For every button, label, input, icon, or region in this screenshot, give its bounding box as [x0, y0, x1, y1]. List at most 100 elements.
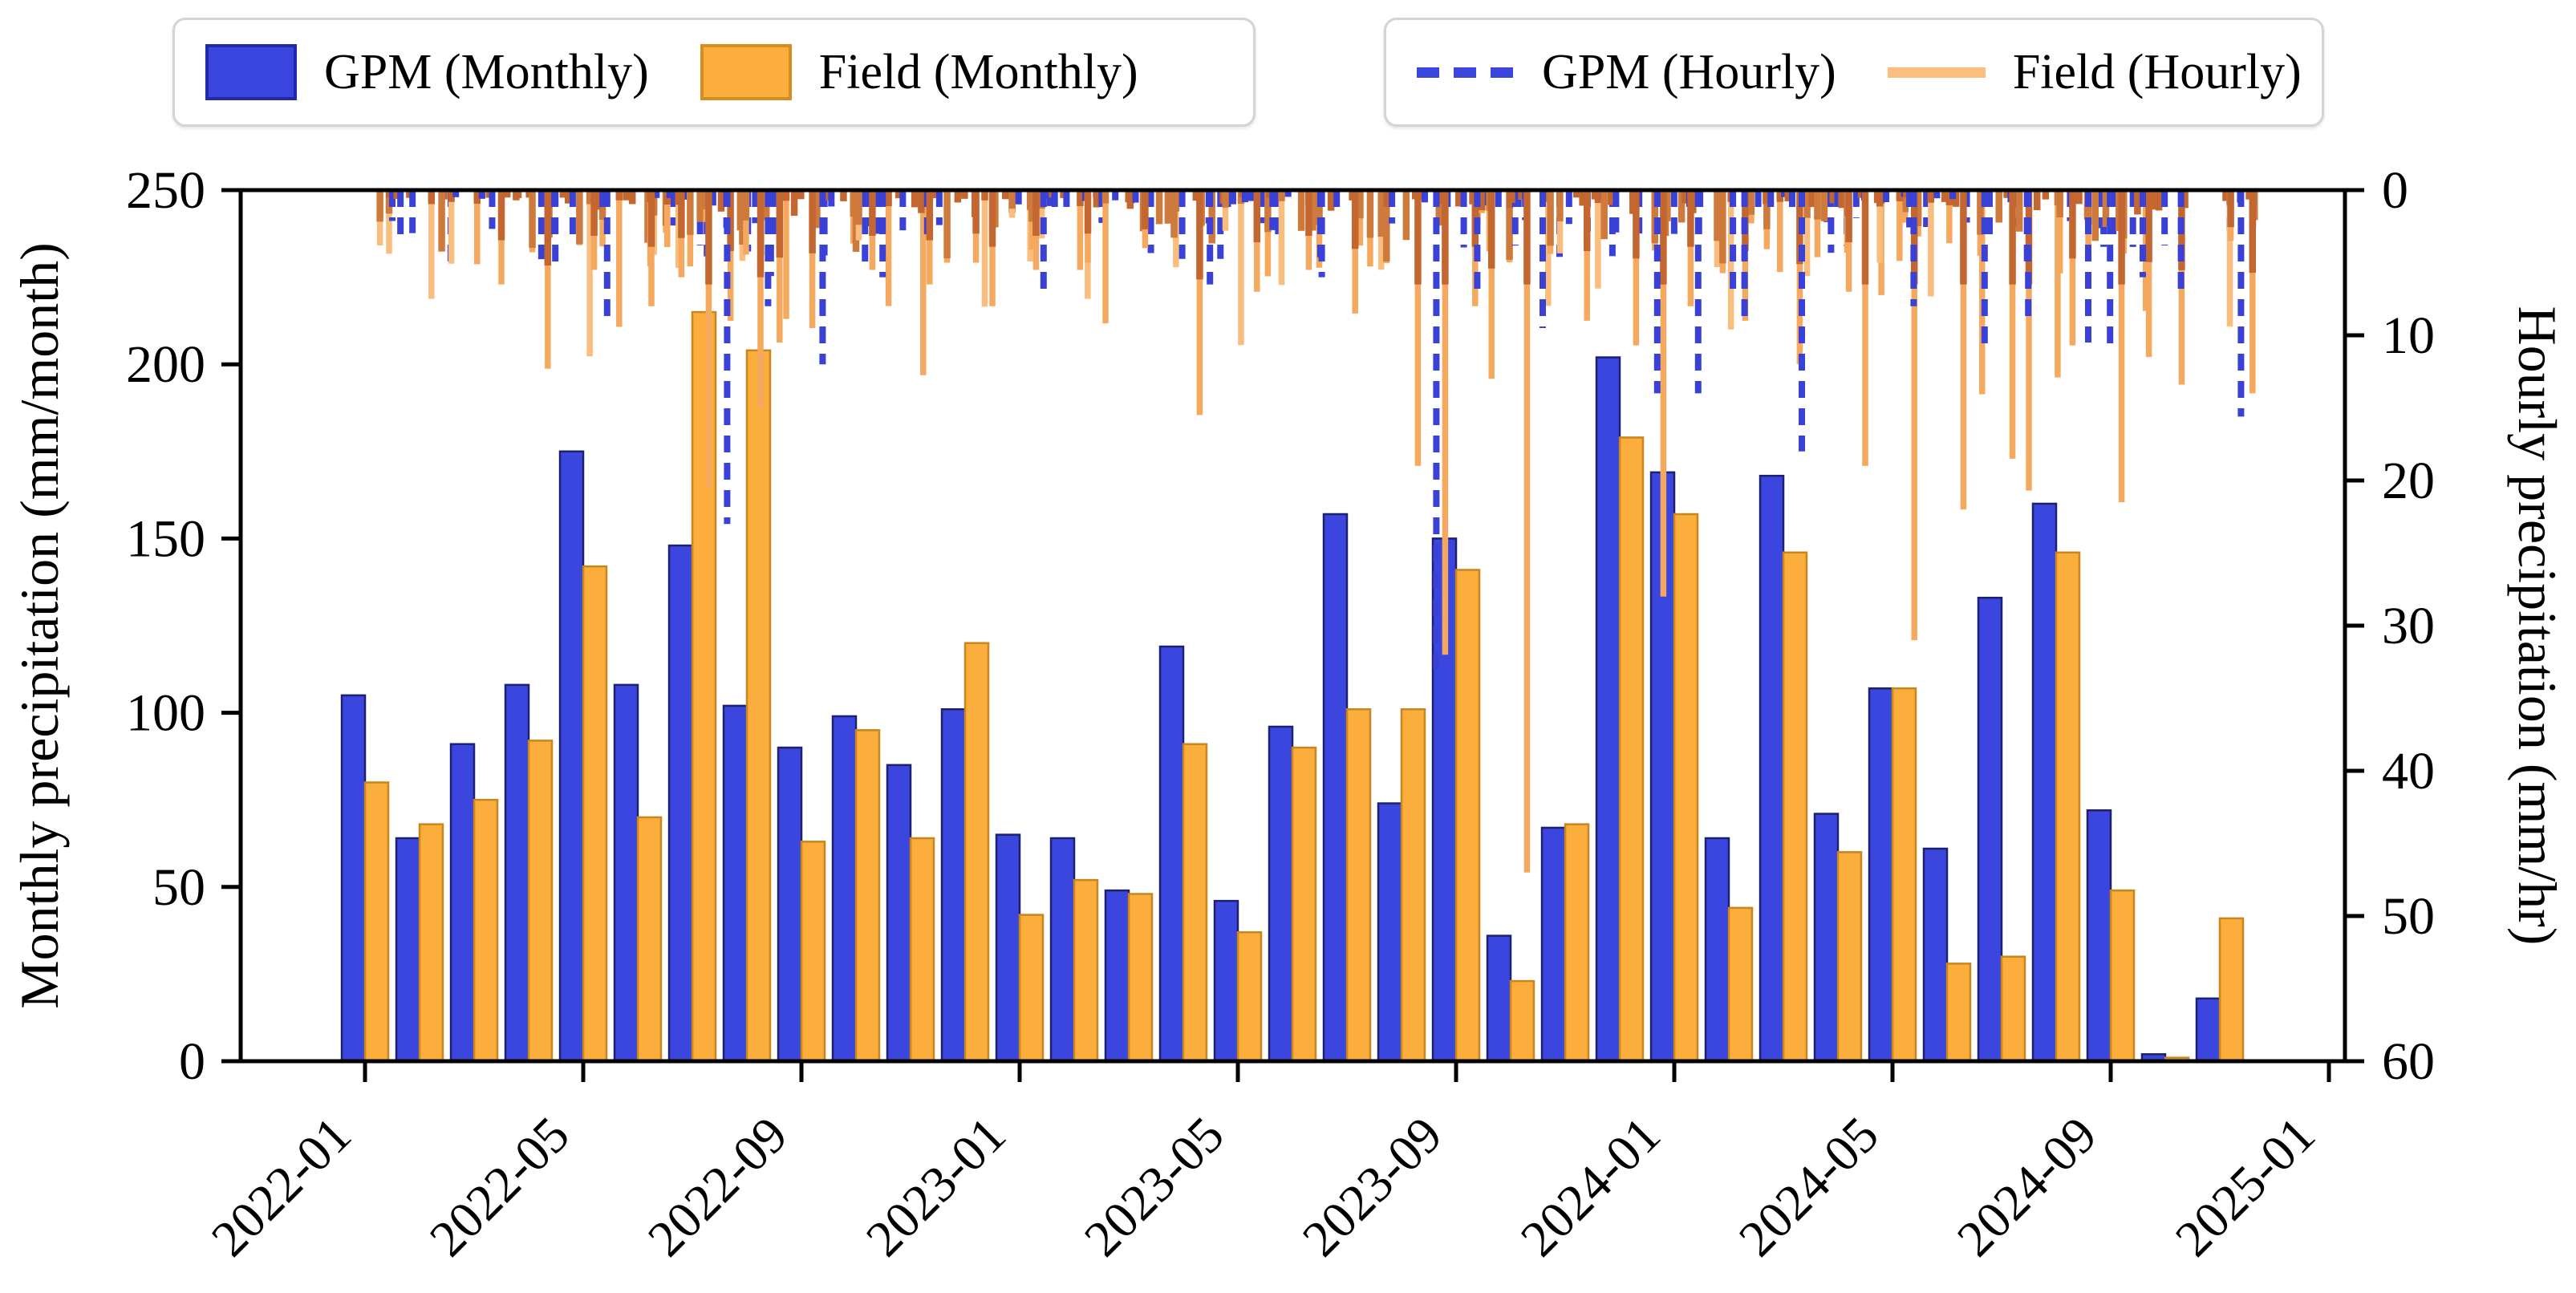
x-tick-label: 2024-01 — [1510, 1106, 1671, 1267]
bar-field-monthly-2024-02 — [1727, 906, 1754, 1063]
left-tick-label: 150 — [126, 509, 205, 568]
bar-field-monthly-2023-08 — [1400, 708, 1426, 1063]
gpm-hourly-label: GPM (Hourly) — [1542, 44, 1836, 99]
bar-gpm-monthly-2022-06 — [613, 683, 639, 1063]
bar-gpm-monthly-2023-05 — [1213, 899, 1239, 1063]
right-axis-title: Hourly precipitation (mm/hr) — [2507, 306, 2568, 946]
bar-field-monthly-2023-05 — [1236, 931, 1263, 1063]
bar-field-monthly-2022-08 — [745, 349, 772, 1063]
bar-gpm-monthly-2023-10 — [1486, 934, 1512, 1063]
bar-field-monthly-2022-10 — [854, 729, 881, 1063]
left-tick-label: 200 — [126, 335, 205, 394]
left-tick-label: 50 — [152, 858, 205, 917]
bar-gpm-monthly-2024-09 — [2086, 809, 2112, 1063]
legend-item-field-monthly: Field (Monthly) — [700, 44, 1138, 101]
bar-field-monthly-2022-02 — [418, 823, 444, 1063]
bar-field-monthly-2023-03 — [1127, 893, 1154, 1063]
bar-field-monthly-2023-06 — [1291, 746, 1317, 1063]
left-tick-label: 250 — [126, 161, 205, 220]
x-tick-label: 2023-05 — [1073, 1106, 1235, 1267]
gpm-hourly-dashed-line-icon — [1417, 67, 1515, 78]
bar-gpm-monthly-2022-08 — [722, 704, 748, 1063]
x-tick-label: 2022-01 — [201, 1106, 362, 1267]
right-tick-label: 30 — [2382, 597, 2435, 655]
bar-gpm-monthly-2023-07 — [1322, 513, 1349, 1063]
field-monthly-swatch-icon — [700, 44, 792, 100]
bar-gpm-monthly-2024-06 — [1922, 847, 1949, 1063]
bar-field-monthly-2024-09 — [2109, 889, 2136, 1063]
right-tick-label: 40 — [2382, 742, 2435, 801]
bar-field-monthly-2022-03 — [473, 798, 499, 1063]
bar-field-monthly-2023-11 — [1564, 823, 1590, 1063]
bar-gpm-monthly-2022-02 — [395, 837, 421, 1063]
bar-gpm-monthly-2022-01 — [340, 694, 367, 1063]
bar-field-monthly-2023-12 — [1618, 436, 1645, 1063]
right-tick-label: 50 — [2382, 887, 2435, 946]
bar-field-monthly-2022-09 — [800, 841, 826, 1063]
bar-field-monthly-2023-07 — [1345, 708, 1372, 1063]
bar-field-monthly-2023-04 — [1182, 743, 1208, 1063]
x-tick-label: 2024-09 — [1946, 1106, 2107, 1267]
bar-field-monthly-2024-08 — [2055, 551, 2081, 1063]
left-tick-label: 0 — [179, 1032, 205, 1091]
bar-gpm-monthly-2023-03 — [1104, 889, 1130, 1063]
bar-field-monthly-2022-06 — [636, 816, 663, 1063]
bar-field-monthly-2022-04 — [527, 740, 554, 1063]
gpm-monthly-label: GPM (Monthly) — [324, 44, 649, 99]
right-tick-label: 20 — [2382, 452, 2435, 510]
bar-field-monthly-2024-01 — [1673, 513, 1699, 1063]
bar-gpm-monthly-2024-02 — [1704, 837, 1730, 1063]
bar-gpm-monthly-2023-04 — [1158, 645, 1185, 1063]
legend-hourly-box: GPM (Hourly) Field (Hourly) — [1384, 18, 2324, 127]
bar-field-monthly-2023-01 — [1018, 914, 1045, 1063]
bar-field-monthly-2024-04 — [1836, 851, 1863, 1063]
x-tick-label: 2024-05 — [1728, 1106, 1889, 1267]
bar-gpm-monthly-2024-04 — [1813, 813, 1840, 1063]
field-hourly-label: Field (Hourly) — [2012, 44, 2302, 99]
bar-gpm-monthly-2023-06 — [1268, 725, 1294, 1063]
left-tick-label: 100 — [126, 684, 205, 743]
bar-gpm-monthly-2024-05 — [1868, 687, 1894, 1063]
legend-item-gpm-monthly: GPM (Monthly) — [205, 44, 649, 101]
right-tick-label: 10 — [2382, 306, 2435, 365]
gpm-monthly-swatch-icon — [205, 44, 297, 100]
bar-field-monthly-2023-09 — [1454, 569, 1481, 1063]
x-tick-label: 2023-09 — [1292, 1106, 1453, 1267]
legend-item-field-hourly: Field (Hourly) — [1887, 44, 2302, 101]
bar-gpm-monthly-2023-12 — [1595, 356, 1621, 1063]
legend-monthly-box: GPM (Monthly) Field (Monthly) — [172, 18, 1256, 127]
bar-gpm-monthly-2024-03 — [1759, 474, 1785, 1063]
bar-field-monthly-2022-11 — [909, 837, 935, 1063]
bar-gpm-monthly-2024-07 — [1977, 596, 2003, 1063]
x-tick-label: 2025-01 — [2164, 1106, 2326, 1267]
bar-field-monthly-2024-05 — [1891, 687, 1917, 1063]
field-hourly-line-icon — [1887, 67, 1986, 78]
left-axis-title: Monthly precipitation (mm/month) — [9, 242, 70, 1009]
bar-field-monthly-2022-07 — [691, 310, 717, 1063]
bar-field-monthly-2024-11 — [2218, 917, 2245, 1063]
bar-field-monthly-2022-05 — [582, 565, 608, 1063]
bar-gpm-monthly-2023-11 — [1540, 826, 1567, 1063]
bar-field-monthly-2023-02 — [1073, 878, 1099, 1063]
x-tick-label: 2022-05 — [419, 1106, 580, 1267]
bar-gpm-monthly-2023-01 — [995, 833, 1021, 1063]
bar-gpm-monthly-2022-12 — [940, 708, 967, 1063]
right-tick-label: 60 — [2382, 1032, 2435, 1091]
right-tick-label: 0 — [2382, 161, 2408, 220]
bar-gpm-monthly-2022-11 — [886, 764, 912, 1063]
bar-field-monthly-2024-06 — [1945, 963, 1972, 1063]
bar-field-monthly-2024-07 — [2000, 955, 2026, 1063]
bar-gpm-monthly-2022-05 — [558, 450, 585, 1063]
bar-gpm-monthly-2022-10 — [831, 715, 858, 1063]
bar-field-monthly-2022-01 — [363, 781, 390, 1063]
bar-field-monthly-2024-03 — [1782, 551, 1808, 1063]
field-monthly-label: Field (Monthly) — [818, 44, 1138, 99]
x-tick-label: 2023-01 — [855, 1106, 1016, 1267]
bar-field-monthly-2022-12 — [963, 642, 990, 1063]
bar-gpm-monthly-2023-02 — [1049, 837, 1076, 1063]
legend-item-gpm-hourly: GPM (Hourly) — [1417, 44, 1836, 101]
bar-gpm-monthly-2022-04 — [504, 683, 530, 1063]
bar-gpm-monthly-2024-08 — [2031, 502, 2058, 1063]
